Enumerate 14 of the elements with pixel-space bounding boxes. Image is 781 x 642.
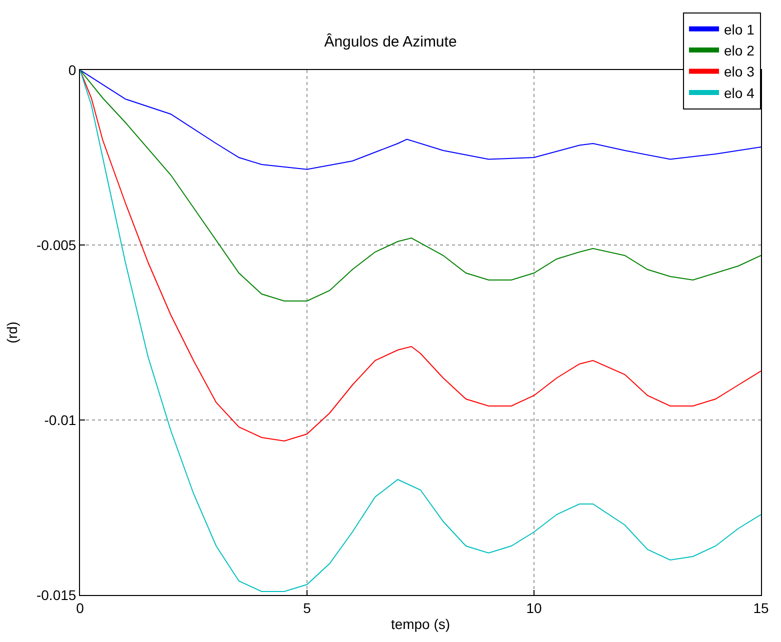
legend-label: elo 4 xyxy=(724,84,755,101)
x-tick-label: 15 xyxy=(753,600,769,616)
y-tick-label: 0 xyxy=(68,62,76,78)
y-tick-label: -0.01 xyxy=(44,412,76,428)
chart-title: Ângulos de Azimute xyxy=(324,32,457,50)
legend-label: elo 3 xyxy=(724,64,755,80)
x-axis-title: tempo (s) xyxy=(390,616,450,632)
y-axis-title: (rd) xyxy=(4,322,20,344)
x-tick-label: 5 xyxy=(303,600,312,616)
legend-label: elo 2 xyxy=(724,42,755,59)
x-tick-label: 10 xyxy=(526,600,542,616)
legend-label: elo 1 xyxy=(724,21,755,38)
y-tick-label: -0.015 xyxy=(36,586,76,603)
y-tick-label: -0.005 xyxy=(36,236,76,253)
